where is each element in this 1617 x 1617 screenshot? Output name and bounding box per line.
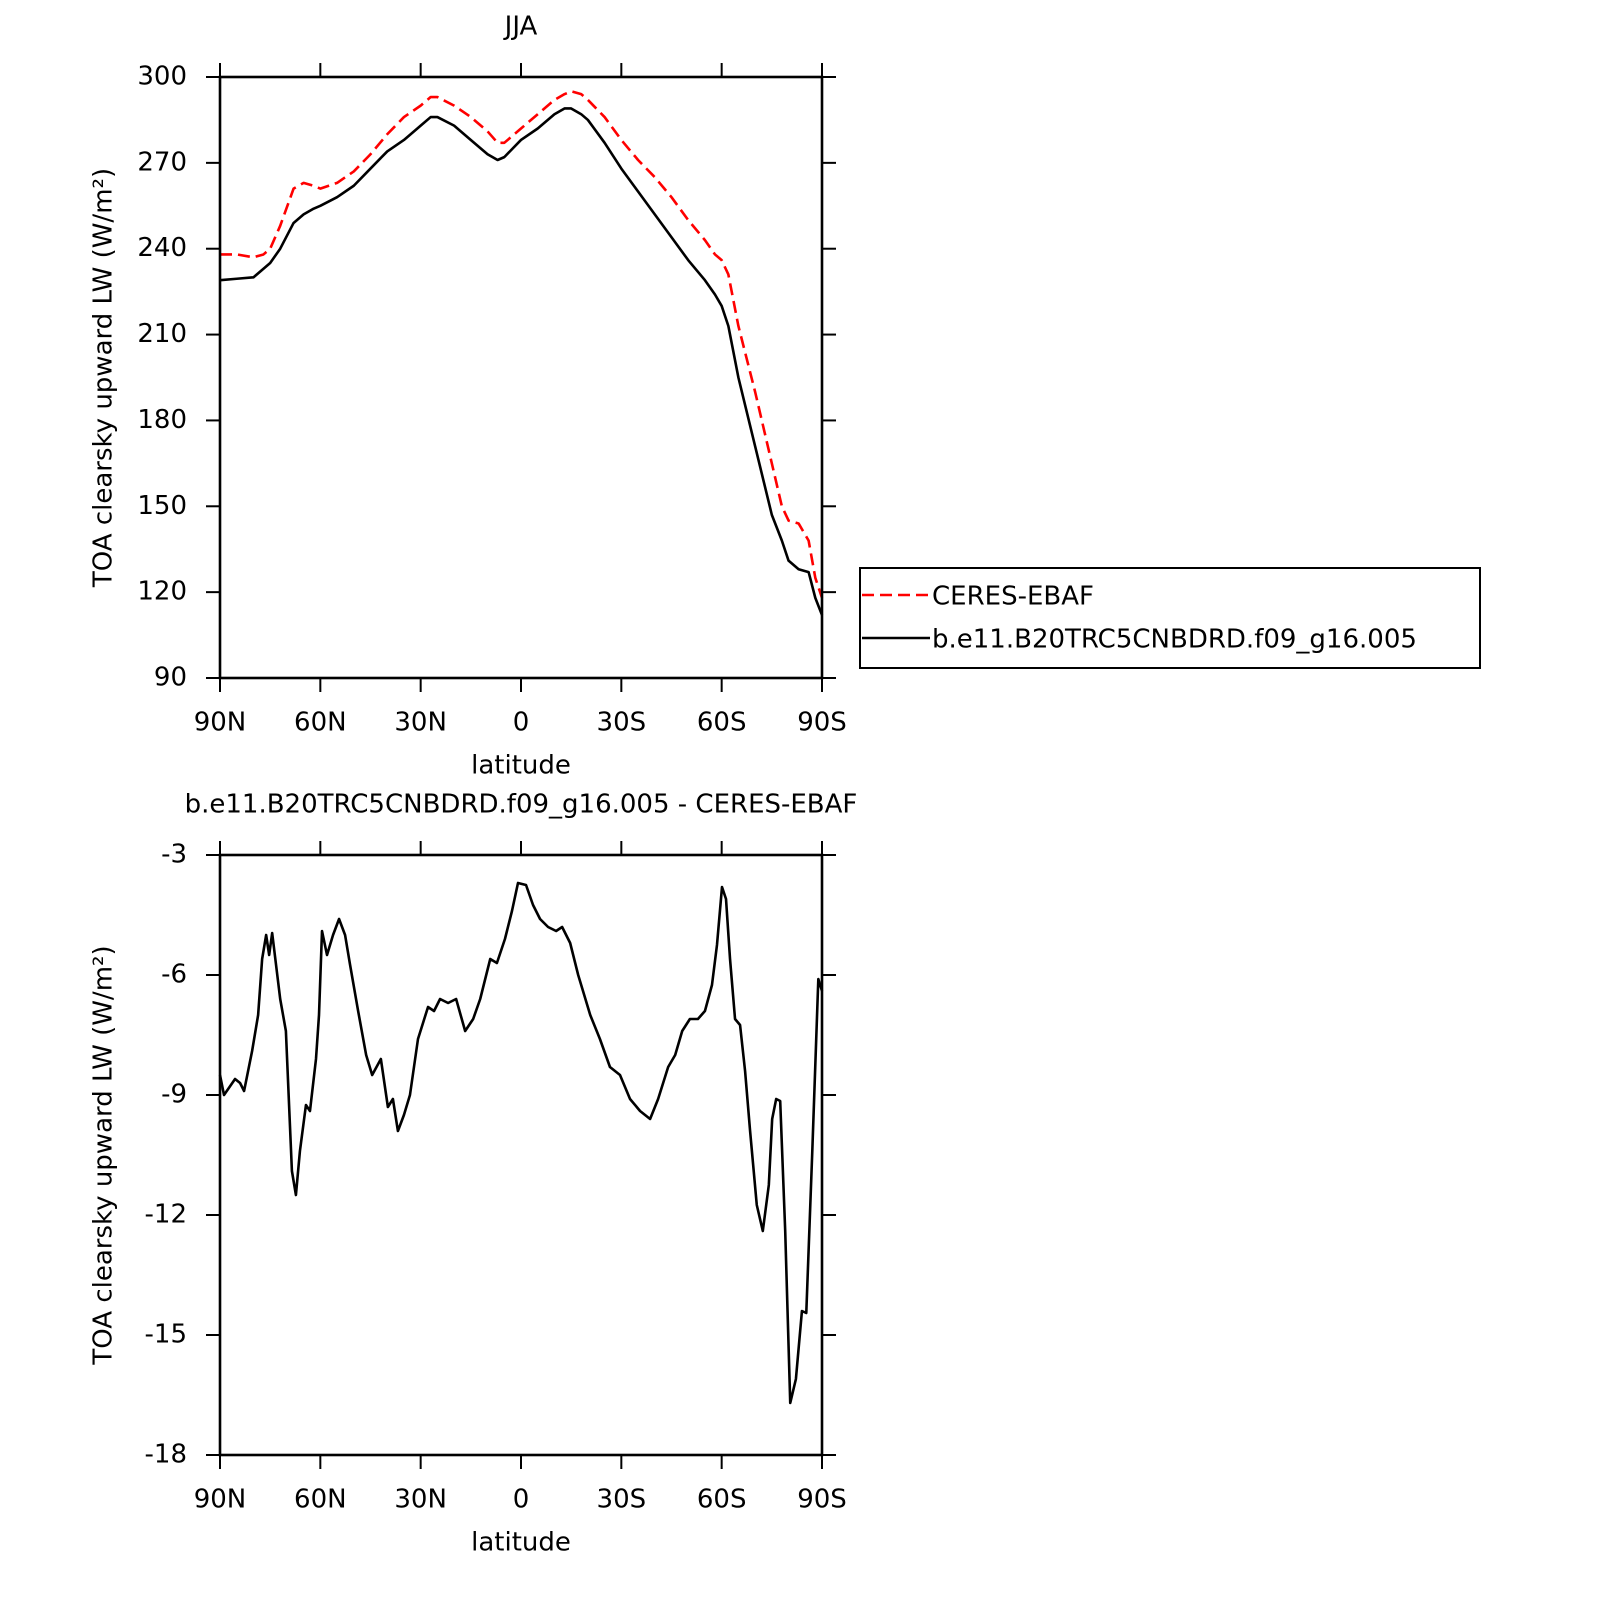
x-tick-label: 30N: [394, 1485, 447, 1515]
x-axis-label: latitude: [471, 751, 571, 781]
x-tick-label: 60N: [294, 708, 347, 738]
plot-frame: [218, 75, 824, 680]
y-tick-label: 150: [137, 491, 187, 521]
x-tick-label: 30N: [394, 708, 447, 738]
data-line: [218, 881, 824, 1405]
chart-title: JJA: [503, 12, 538, 42]
y-tick-label: 90: [154, 663, 187, 693]
x-tick-label: 60N: [294, 1485, 347, 1515]
plot-frame: [218, 853, 824, 1457]
y-tick-label: -9: [161, 1080, 187, 1110]
x-tick-label: 30S: [597, 1485, 647, 1515]
x-tick-label: 90S: [797, 708, 847, 738]
x-tick-label: 0: [513, 1485, 530, 1515]
x-tick-label: 90S: [797, 1485, 847, 1515]
y-axis-label: TOA clearsky upward LW (W/m²): [89, 945, 119, 1365]
x-axis-label: latitude: [471, 1528, 571, 1558]
legend-label: CERES-EBAF: [932, 582, 1094, 612]
y-tick-label: -18: [145, 1440, 187, 1470]
legend-label: b.e11.B20TRC5CNBDRD.f09_g16.005: [932, 625, 1417, 655]
y-tick-label: -6: [161, 960, 187, 990]
y-axis-label: TOA clearsky upward LW (W/m²): [89, 168, 119, 588]
data-line: [220, 90, 824, 599]
y-tick-label: -15: [145, 1320, 187, 1350]
chart-title: b.e11.B20TRC5CNBDRD.f09_g16.005 - CERES-…: [185, 790, 858, 820]
y-tick-label: 240: [137, 233, 187, 263]
y-tick-label: 210: [137, 319, 187, 349]
y-tick-label: 270: [137, 147, 187, 177]
x-tick-label: 0: [513, 708, 530, 738]
x-tick-label: 90N: [194, 1485, 247, 1515]
y-tick-label: 120: [137, 577, 187, 607]
x-tick-label: 90N: [194, 708, 247, 738]
y-tick-label: -12: [145, 1200, 187, 1230]
y-tick-label: -3: [161, 840, 187, 870]
y-tick-label: 300: [137, 62, 187, 92]
y-tick-label: 180: [137, 405, 187, 435]
x-tick-label: 30S: [597, 708, 647, 738]
legend-box: [859, 567, 1481, 669]
x-tick-label: 60S: [697, 708, 747, 738]
data-line: [219, 107, 824, 616]
x-tick-label: 60S: [697, 1485, 747, 1515]
